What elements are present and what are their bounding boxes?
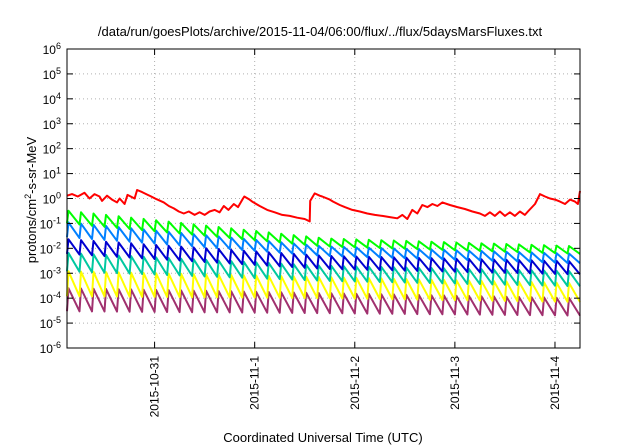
y-tick-label-base: 10 — [43, 43, 57, 57]
series-line-2 — [66, 209, 581, 255]
y-tick-label: 100 — [43, 191, 61, 207]
y-tick-label-base: 10 — [43, 118, 57, 132]
series-line-6 — [66, 270, 581, 303]
y-tick-label-exponent: -6 — [53, 340, 61, 350]
y-tick-label-exponent: -4 — [53, 290, 61, 300]
y-axis: 10-610-510-410-310-210-11001011021031041… — [40, 41, 580, 356]
x-tick-label: 2015-11-4 — [548, 356, 562, 410]
y-tick-label-exponent: -1 — [53, 215, 61, 225]
y-axis-label-base: protons/cm — [24, 199, 39, 263]
x-tick-label: 2015-11-2 — [348, 356, 362, 410]
y-tick-label-exponent: -3 — [53, 265, 61, 275]
y-tick-label: 10-2 — [40, 240, 61, 256]
y-tick-label-exponent: 1 — [56, 166, 61, 176]
chart-title: /data/run/goesPlots/archive/2015-11-04/0… — [98, 24, 543, 39]
y-tick-label-base: 10 — [40, 292, 54, 306]
y-tick-label: 105 — [43, 66, 61, 82]
y-tick-label-exponent: 5 — [56, 66, 61, 76]
y-tick-label-exponent: -2 — [53, 240, 61, 250]
y-tick-label-exponent: 2 — [56, 141, 61, 151]
series-line-4 — [66, 238, 581, 276]
y-tick-label-exponent: 6 — [56, 41, 61, 51]
y-tick-label: 101 — [43, 166, 61, 182]
y-tick-label-exponent: 0 — [56, 191, 61, 201]
y-tick-label: 10-6 — [40, 340, 61, 356]
y-tick-label: 10-1 — [40, 215, 61, 231]
y-axis-label-sup: 2 — [23, 194, 33, 199]
series-line-5 — [66, 252, 581, 287]
y-tick-label: 10-4 — [40, 290, 61, 306]
y-tick-label-base: 10 — [40, 267, 54, 281]
y-tick-label-exponent: 3 — [56, 116, 61, 126]
x-axis: 2015-10-31 2015-11-1 2015-11-2 2015-11-3 201… — [148, 49, 562, 417]
y-tick-label-exponent: 4 — [56, 91, 61, 101]
y-tick-label: 106 — [43, 41, 61, 57]
y-tick-label-base: 10 — [43, 68, 57, 82]
y-tick-label: 104 — [43, 91, 61, 107]
y-tick-label: 10-3 — [40, 265, 61, 281]
y-tick-label: 103 — [43, 116, 61, 132]
y-tick-label-exponent: -5 — [53, 315, 61, 325]
y-tick-label: 10-5 — [40, 315, 61, 331]
y-tick-label: 102 — [43, 141, 61, 157]
y-tick-label-base: 10 — [43, 93, 57, 107]
series-line-7 — [66, 287, 581, 317]
y-tick-label-base: 10 — [40, 242, 54, 256]
x-tick-label: 2015-11-1 — [248, 356, 262, 410]
y-axis-label: protons/cm2-s-sr-MeV — [23, 136, 39, 263]
y-tick-label-base: 10 — [40, 217, 54, 231]
x-tick-label: 2015-11-3 — [448, 356, 462, 410]
series-layer — [66, 189, 581, 317]
y-tick-label-base: 10 — [40, 317, 54, 331]
series-line-1 — [66, 189, 581, 223]
y-tick-label-base: 10 — [40, 342, 54, 356]
x-axis-label: Coordinated Universal Time (UTC) — [223, 430, 422, 445]
y-tick-label-base: 10 — [43, 143, 57, 157]
series-line-3 — [66, 221, 581, 265]
y-tick-label-base: 10 — [43, 193, 57, 207]
y-tick-label-base: 10 — [43, 168, 57, 182]
x-tick-label: 2015-10-31 — [148, 356, 162, 418]
y-axis-label-rest: -s-sr-MeV — [24, 136, 39, 193]
